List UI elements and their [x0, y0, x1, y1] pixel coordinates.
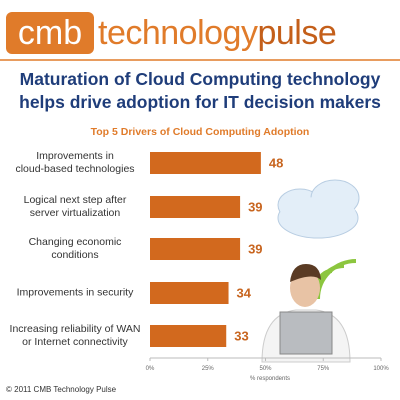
bar [150, 152, 261, 174]
bar [150, 238, 241, 260]
brand-pulse: pulse [257, 14, 337, 52]
footer: © 2011 CMB Technology Pulse [6, 385, 117, 394]
headline: Maturation of Cloud Computing technology… [19, 69, 381, 112]
value-label: 34 [236, 285, 251, 301]
x-tick-label: 100% [373, 366, 389, 372]
cloud-illustration [277, 179, 360, 300]
value-label: 48 [268, 155, 284, 171]
x-tick-label: 50% [259, 366, 272, 372]
bar [150, 196, 241, 218]
logo-badge [6, 12, 94, 54]
value-label: 39 [248, 199, 263, 215]
x-tick-label: 25% [201, 366, 214, 372]
chart-title: Top 5 Drivers of Cloud Computing Adoptio… [90, 126, 310, 138]
person-illustration [261, 264, 351, 363]
brand-name: technologypulse [98, 13, 337, 53]
value-label: 33 [234, 328, 249, 344]
brand-technology: technology [98, 14, 258, 52]
brand-cmb: cmb [17, 14, 83, 52]
category-label: Changing economic conditions [28, 236, 122, 261]
category-label: Logical next step after server virtualiz… [23, 194, 127, 219]
bar [150, 282, 229, 304]
chart [149, 152, 382, 361]
x-tick-label: 0% [145, 366, 155, 372]
category-label: Increasing reliability of WAN or Interne… [9, 323, 141, 348]
x-axis-label: % respondents [249, 376, 291, 382]
value-label: 39 [248, 241, 263, 257]
category-label: Improvements in cloud-based technologies [15, 150, 135, 175]
x-tick-label: 75% [317, 366, 330, 372]
category-label: Improvements in security [16, 286, 134, 299]
bar [150, 325, 227, 347]
